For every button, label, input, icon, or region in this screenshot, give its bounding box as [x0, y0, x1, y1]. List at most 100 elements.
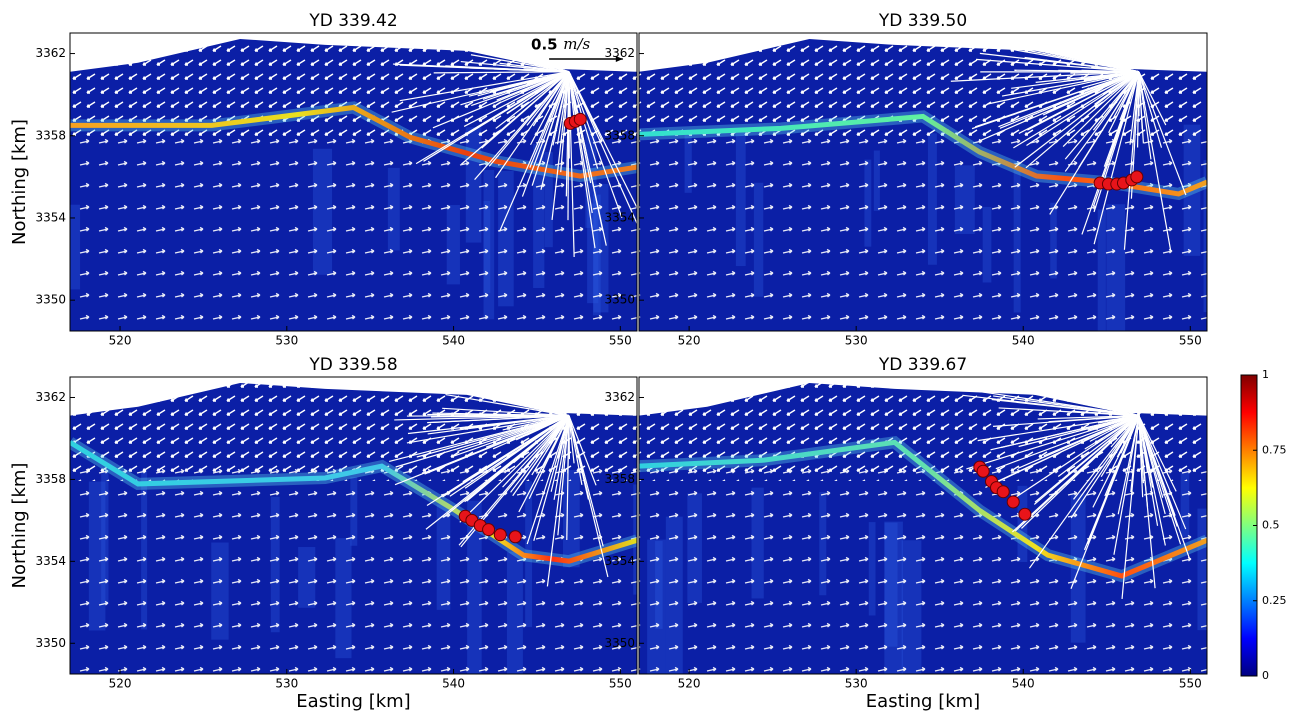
quiver-fan-arrow [551, 71, 570, 220]
quiver-fan-arrow [1138, 71, 1163, 148]
quiver-fan-arrow [1035, 71, 1139, 84]
x-tick-label: 520 [678, 677, 701, 691]
quiver-fan-arrow [518, 415, 570, 513]
land-mask [70, 33, 637, 72]
quiver-fan-arrow [999, 71, 1140, 129]
quiver-fan-arrow [1014, 415, 1140, 532]
x-tick-label: 540 [1012, 677, 1035, 691]
point [996, 485, 1010, 499]
quiver-fan-arrow [1138, 415, 1149, 473]
x-tick-label: 530 [275, 334, 298, 348]
front [639, 113, 1207, 197]
scale-unit: m/s [563, 35, 590, 53]
quiver-fan-arrow [529, 71, 570, 146]
quiver-fan-arrow [462, 415, 570, 483]
y-axis-label: Northing [km] [9, 119, 30, 245]
quiver-fan-arrow [1121, 415, 1140, 600]
quiver-fan-arrow [445, 65, 569, 73]
land-mask [639, 33, 1207, 72]
quiver-fan-arrow [1138, 71, 1187, 196]
quiver-fan-arrow [431, 415, 569, 418]
quiver-fan-arrow [557, 415, 570, 459]
quiver-fan-arrow [568, 415, 590, 500]
quiver-fan-arrow [521, 71, 570, 197]
quiver-fan-arrow [510, 415, 570, 493]
y-tick-label: 3350 [35, 293, 66, 307]
x-tick-label: 540 [442, 334, 465, 348]
quiver-fan-arrow [1034, 415, 1140, 503]
point [482, 523, 496, 537]
quiver-fan-arrow [1024, 56, 1139, 73]
x-tick-label: 550 [1179, 677, 1202, 691]
quiver-fan-arrow [427, 415, 569, 424]
quiver-fan-arrow [470, 54, 570, 73]
quiver-fan-arrow [442, 407, 569, 417]
point [573, 112, 587, 126]
quiver-fan-arrow [425, 415, 570, 530]
quiver-fan-arrow [568, 71, 593, 214]
y-tick-label: 3354 [604, 210, 635, 224]
y-tick-label: 3362 [35, 390, 66, 404]
quiver-fan-arrow [1138, 415, 1187, 530]
quiver-fan-arrow [1138, 71, 1152, 160]
axes-frame [638, 32, 1208, 332]
quiver-fan-arrow [1138, 415, 1164, 498]
quiver-fan-arrow [557, 415, 570, 536]
quiver-fan-arrow [399, 71, 570, 102]
x-tick-label: 520 [678, 334, 701, 348]
quiver-field [70, 466, 637, 674]
quiver-fan-arrow [1104, 415, 1140, 497]
quiver-fan-arrow [1070, 71, 1139, 74]
land-mask [639, 377, 1207, 416]
quiver-fan-arrow [987, 71, 1139, 105]
colorbar-tick-label: 1 [1262, 368, 1269, 381]
quiver-fan-arrow [471, 71, 570, 107]
quiver-fan-arrow [1057, 415, 1140, 477]
land-mask [70, 377, 637, 416]
front [70, 104, 637, 179]
quiver-fan-arrow [950, 71, 1139, 82]
chart-title: YD 339.67 [878, 355, 967, 375]
quiver-fan-arrow [488, 71, 570, 167]
quiver-fan-arrow [433, 71, 569, 74]
quiver-fan-arrow [995, 415, 1140, 470]
quiver-fan-arrow [1026, 71, 1140, 147]
quiver-fan-arrow [990, 415, 1139, 451]
front [639, 439, 1207, 579]
quiver-fan-arrow [1064, 71, 1140, 160]
quiver-fan-arrow [1079, 71, 1140, 94]
colorbar-tick-label: 0.75 [1262, 443, 1287, 456]
quiver-fan-arrow [466, 415, 570, 502]
quiver-field [639, 122, 1207, 331]
y-tick-label: 3350 [35, 636, 66, 650]
x-tick-label: 530 [845, 334, 868, 348]
quiver-fan-arrow [553, 415, 570, 500]
x-tick-label: 530 [275, 677, 298, 691]
chart-title: YD 339.58 [308, 355, 397, 375]
quiver-fan-arrow [432, 71, 570, 129]
quiver-fan-arrow [1138, 415, 1177, 492]
quiver-fan-arrow [567, 415, 570, 474]
colorbar-tick-label: 0.25 [1262, 594, 1287, 607]
quiver-fan-arrow [395, 415, 570, 468]
x-tick-label: 550 [1179, 334, 1202, 348]
x-axis-label: Easting [km] [296, 691, 410, 712]
y-tick-label: 3354 [35, 554, 66, 568]
quiver-fan-arrow [1062, 71, 1140, 147]
quiver-fan-arrow [1078, 71, 1140, 168]
x-tick-label: 550 [609, 677, 632, 691]
y-tick-label: 3354 [35, 210, 66, 224]
quiver-fan-arrow [1118, 71, 1140, 111]
x-tick-label: 540 [442, 677, 465, 691]
quiver-fan-arrow [545, 415, 570, 453]
axes-frame [638, 376, 1208, 675]
quiver-fan-arrow [1106, 415, 1140, 467]
quiver-fan-arrow [1018, 71, 1140, 134]
quiver-fan-arrow [1018, 415, 1139, 448]
quiver-field [639, 466, 1207, 674]
quiver-fan-arrow [463, 71, 570, 127]
quiver-fan-arrow [552, 71, 570, 146]
quiver-fan-arrow [526, 71, 570, 126]
quiver-fan-arrow [966, 415, 1140, 470]
